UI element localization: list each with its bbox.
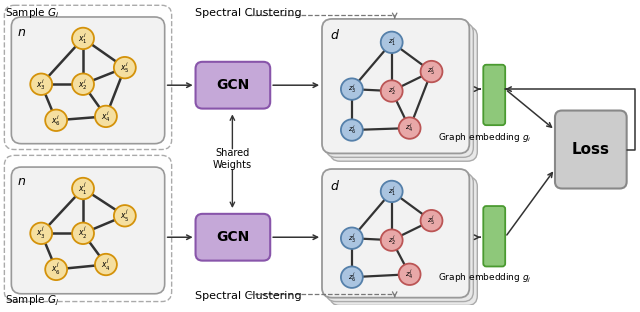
Text: $x_4^j$: $x_4^j$ — [101, 256, 111, 273]
Circle shape — [399, 264, 420, 285]
Text: Spectral Clustering: Spectral Clustering — [195, 8, 301, 18]
Text: $z_3^j$: $z_3^j$ — [348, 232, 356, 245]
Text: $n$: $n$ — [17, 26, 26, 39]
Text: Shared
Weights: Shared Weights — [213, 149, 252, 170]
Circle shape — [72, 74, 94, 95]
Circle shape — [381, 181, 403, 202]
Text: $x_6^j$: $x_6^j$ — [51, 261, 61, 277]
FancyBboxPatch shape — [326, 173, 474, 302]
Text: $z_6^j$: $z_6^j$ — [348, 271, 356, 284]
Circle shape — [114, 57, 136, 78]
FancyBboxPatch shape — [4, 155, 172, 302]
Text: $z_4^i$: $z_4^i$ — [405, 121, 414, 135]
Text: $z_6^i$: $z_6^i$ — [348, 123, 356, 137]
FancyBboxPatch shape — [196, 62, 270, 109]
Circle shape — [399, 117, 420, 139]
Text: $x_3^j$: $x_3^j$ — [36, 225, 46, 241]
FancyBboxPatch shape — [4, 5, 172, 149]
Text: Graph embedding $g_j$: Graph embedding $g_j$ — [438, 272, 532, 285]
Text: $z_2^j$: $z_2^j$ — [388, 233, 396, 247]
Circle shape — [420, 61, 442, 82]
Text: Sample $G_j$: Sample $G_j$ — [5, 294, 60, 308]
Text: Graph embedding $g_i$: Graph embedding $g_i$ — [438, 131, 532, 144]
Text: $x_2^j$: $x_2^j$ — [78, 225, 88, 241]
Text: $z_3^i$: $z_3^i$ — [348, 82, 356, 96]
Circle shape — [341, 227, 363, 249]
FancyBboxPatch shape — [555, 110, 627, 188]
Text: Loss: Loss — [572, 142, 610, 157]
Circle shape — [95, 106, 117, 127]
Circle shape — [420, 210, 442, 232]
Circle shape — [45, 110, 67, 131]
Circle shape — [95, 254, 117, 275]
FancyBboxPatch shape — [322, 169, 469, 298]
Text: $x_2^i$: $x_2^i$ — [78, 77, 88, 92]
Circle shape — [341, 78, 363, 100]
Circle shape — [381, 229, 403, 251]
Circle shape — [72, 178, 94, 199]
FancyBboxPatch shape — [483, 206, 505, 266]
Circle shape — [30, 223, 52, 244]
Circle shape — [72, 223, 94, 244]
Circle shape — [341, 119, 363, 141]
Circle shape — [381, 32, 403, 53]
Circle shape — [341, 266, 363, 288]
Text: $n$: $n$ — [17, 175, 26, 188]
Text: $z_2^i$: $z_2^i$ — [388, 85, 396, 98]
FancyBboxPatch shape — [326, 23, 474, 157]
Text: GCN: GCN — [216, 78, 249, 92]
Text: $z_1^j$: $z_1^j$ — [388, 185, 396, 198]
Text: $z_5^j$: $z_5^j$ — [428, 214, 436, 227]
FancyBboxPatch shape — [322, 19, 469, 154]
FancyBboxPatch shape — [330, 27, 477, 161]
FancyBboxPatch shape — [12, 17, 164, 144]
Text: $x_1^i$: $x_1^i$ — [78, 31, 88, 46]
Text: $x_5^i$: $x_5^i$ — [120, 60, 130, 75]
FancyBboxPatch shape — [483, 65, 505, 125]
Text: $d$: $d$ — [330, 28, 340, 42]
FancyBboxPatch shape — [330, 177, 477, 305]
Circle shape — [381, 80, 403, 102]
Circle shape — [114, 205, 136, 227]
Text: GCN: GCN — [216, 230, 249, 244]
Text: $z_1^i$: $z_1^i$ — [388, 36, 396, 49]
FancyBboxPatch shape — [12, 167, 164, 294]
Text: Spectral Clustering: Spectral Clustering — [195, 290, 301, 300]
Text: $x_3^i$: $x_3^i$ — [36, 77, 46, 92]
Text: Sample $G_i$: Sample $G_i$ — [5, 6, 60, 20]
Text: $z_4^j$: $z_4^j$ — [405, 267, 414, 281]
Text: $d$: $d$ — [330, 179, 340, 193]
Circle shape — [72, 28, 94, 49]
Text: $x_1^j$: $x_1^j$ — [78, 180, 88, 197]
FancyBboxPatch shape — [196, 214, 270, 261]
Circle shape — [45, 259, 67, 280]
Text: $x_5^j$: $x_5^j$ — [120, 208, 130, 224]
Circle shape — [30, 74, 52, 95]
Text: $x_6^i$: $x_6^i$ — [51, 113, 61, 128]
Text: $x_4^i$: $x_4^i$ — [101, 109, 111, 124]
Text: $z_5^i$: $z_5^i$ — [428, 65, 436, 78]
